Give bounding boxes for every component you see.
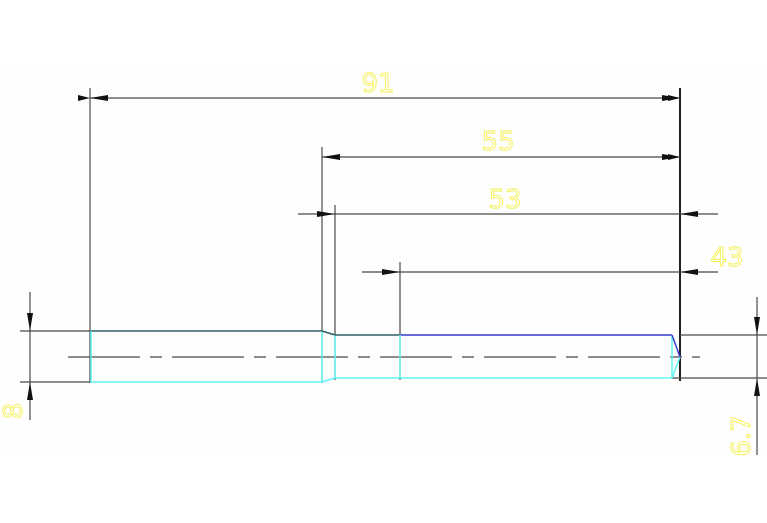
arrowhead-91-right xyxy=(662,95,680,101)
step-chamfer-top xyxy=(321,330,336,336)
arrowhead-53-left xyxy=(317,211,335,217)
dimension-text-6-7: 6.7 xyxy=(727,415,757,456)
tip-chamfer-top xyxy=(671,334,681,358)
arrowhead-67-bottom xyxy=(754,378,760,396)
arrowhead-55-left xyxy=(322,154,340,160)
arrowhead-43-left xyxy=(382,269,400,275)
tip-chamfer-bottom xyxy=(671,356,681,379)
dimension-text-43: 43 xyxy=(710,243,743,273)
dimension-text-53: 53 xyxy=(488,185,521,215)
arrowhead-53-right xyxy=(680,211,698,217)
dimension-text-91: 91 xyxy=(361,69,394,99)
dimension-text-8: 8 xyxy=(0,403,29,420)
arrowhead-91-left xyxy=(90,95,108,101)
arrowhead-43-right xyxy=(680,269,698,275)
step-chamfer-bottom xyxy=(321,377,336,383)
arrowhead-55-right xyxy=(662,154,680,160)
arrowhead-8-top xyxy=(27,313,33,331)
arrowhead-8-bottom xyxy=(27,382,33,400)
arrowheads xyxy=(27,95,760,400)
arrowhead-67-top xyxy=(754,317,760,335)
drawing-area xyxy=(0,65,767,453)
shaft-outline xyxy=(90,330,681,383)
dimension-text-55: 55 xyxy=(481,127,514,157)
